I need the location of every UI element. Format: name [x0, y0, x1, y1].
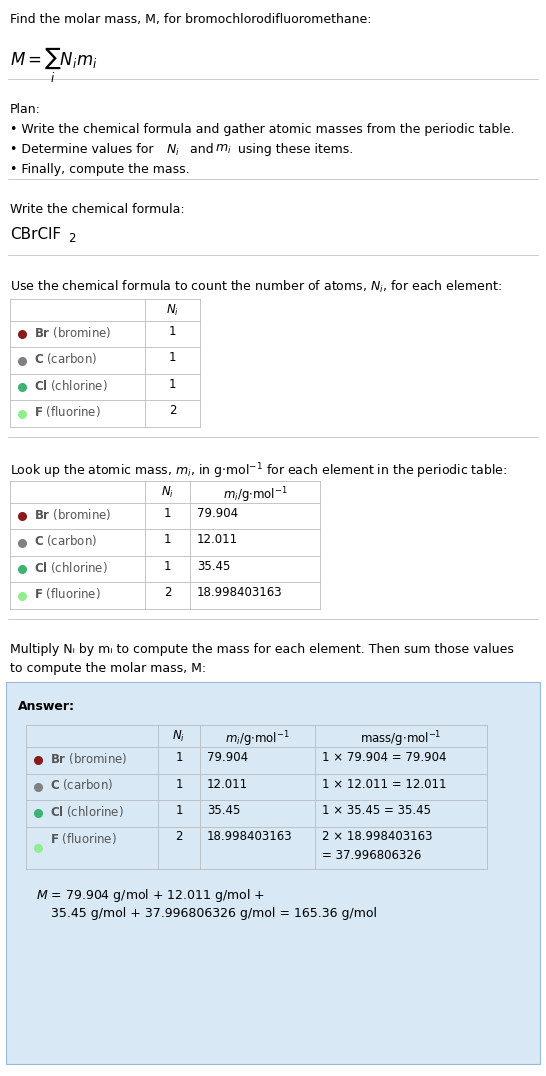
Text: $\bf{Cl}$ (chlorine): $\bf{Cl}$ (chlorine)	[50, 804, 124, 819]
Text: 1 × 12.011 = 12.011: 1 × 12.011 = 12.011	[322, 778, 447, 791]
Text: • Determine values for: • Determine values for	[10, 143, 157, 156]
Text: 1: 1	[175, 778, 183, 791]
Text: $\bf{Br}$ (bromine): $\bf{Br}$ (bromine)	[50, 751, 128, 766]
Text: 1: 1	[164, 534, 171, 547]
Text: 1: 1	[164, 560, 171, 574]
Text: 2: 2	[175, 831, 183, 844]
Text: $N_i$: $N_i$	[165, 143, 179, 158]
Text: Look up the atomic mass, $m_i$, in g$\cdot$mol$^{-1}$ for each element in the pe: Look up the atomic mass, $m_i$, in g$\cd…	[10, 461, 507, 481]
Text: $\bf{Br}$ (bromine): $\bf{Br}$ (bromine)	[34, 507, 112, 522]
Text: $N_i$: $N_i$	[161, 485, 174, 500]
Text: 1: 1	[164, 507, 171, 520]
Text: = 37.996806326: = 37.996806326	[322, 849, 422, 862]
Text: mass/g$\cdot$mol$^{-1}$: mass/g$\cdot$mol$^{-1}$	[360, 730, 442, 749]
Text: Find the molar mass, M, for bromochlorodifluoromethane:: Find the molar mass, M, for bromochlorod…	[10, 13, 371, 26]
Text: Multiply Nᵢ by mᵢ to compute the mass for each element. Then sum those values: Multiply Nᵢ by mᵢ to compute the mass fo…	[10, 643, 514, 656]
Text: and: and	[186, 143, 217, 156]
Text: 35.45: 35.45	[207, 804, 240, 817]
Text: 35.45 g/mol + 37.996806326 g/mol = 165.36 g/mol: 35.45 g/mol + 37.996806326 g/mol = 165.3…	[51, 906, 377, 920]
Text: Use the chemical formula to count the number of atoms, $N_i$, for each element:: Use the chemical formula to count the nu…	[10, 279, 502, 295]
Text: $\bf{C}$ (carbon): $\bf{C}$ (carbon)	[34, 534, 98, 549]
Text: 2: 2	[169, 405, 176, 417]
Text: $N_i$: $N_i$	[173, 730, 186, 745]
Text: Write the chemical formula:: Write the chemical formula:	[10, 203, 185, 216]
Text: 12.011: 12.011	[207, 778, 248, 791]
Text: 79.904: 79.904	[197, 507, 238, 520]
Text: $m_i$: $m_i$	[216, 143, 232, 156]
Text: • Write the chemical formula and gather atomic masses from the periodic table.: • Write the chemical formula and gather …	[10, 123, 514, 136]
Text: • Finally, compute the mass.: • Finally, compute the mass.	[10, 162, 189, 176]
Text: $m_i$/g$\cdot$mol$^{-1}$: $m_i$/g$\cdot$mol$^{-1}$	[225, 730, 290, 749]
Text: Answer:: Answer:	[18, 700, 75, 713]
Text: 79.904: 79.904	[207, 751, 248, 764]
Text: 2: 2	[68, 232, 76, 245]
Text: $m_i$/g$\cdot$mol$^{-1}$: $m_i$/g$\cdot$mol$^{-1}$	[223, 485, 287, 505]
Text: 1: 1	[175, 804, 183, 817]
Text: to compute the molar mass, M:: to compute the molar mass, M:	[10, 662, 206, 675]
Text: using these items.: using these items.	[234, 143, 354, 156]
Text: CBrClF: CBrClF	[10, 227, 61, 242]
Text: $\bf{Br}$ (bromine): $\bf{Br}$ (bromine)	[34, 325, 112, 340]
Text: 12.011: 12.011	[197, 534, 238, 547]
Text: $\bf{Cl}$ (chlorine): $\bf{Cl}$ (chlorine)	[34, 378, 108, 393]
Text: 1: 1	[169, 325, 176, 338]
Text: 2 × 18.998403163: 2 × 18.998403163	[322, 831, 432, 844]
Text: $\bf{F}$ (fluorine): $\bf{F}$ (fluorine)	[34, 586, 101, 601]
Text: $N_i$: $N_i$	[166, 303, 179, 318]
Text: $\bf{C}$ (carbon): $\bf{C}$ (carbon)	[34, 352, 98, 367]
Text: 1: 1	[169, 352, 176, 365]
Text: 1 × 79.904 = 79.904: 1 × 79.904 = 79.904	[322, 751, 447, 764]
Text: 2: 2	[164, 586, 171, 599]
Text: $\bf{C}$ (carbon): $\bf{C}$ (carbon)	[50, 778, 114, 793]
Text: 1: 1	[169, 378, 176, 391]
Text: 18.998403163: 18.998403163	[207, 831, 293, 844]
Text: 1 × 35.45 = 35.45: 1 × 35.45 = 35.45	[322, 804, 431, 817]
Text: $\bf{F}$ (fluorine): $\bf{F}$ (fluorine)	[50, 831, 117, 846]
Text: $\bf{Cl}$ (chlorine): $\bf{Cl}$ (chlorine)	[34, 560, 108, 575]
FancyBboxPatch shape	[6, 682, 540, 1064]
Text: $\bf{F}$ (fluorine): $\bf{F}$ (fluorine)	[34, 405, 101, 420]
Text: Plan:: Plan:	[10, 103, 41, 116]
Text: 35.45: 35.45	[197, 560, 230, 574]
Text: $M$ = 79.904 g/mol + 12.011 g/mol +: $M$ = 79.904 g/mol + 12.011 g/mol +	[36, 887, 265, 904]
Text: $M = \sum_i N_i m_i$: $M = \sum_i N_i m_i$	[10, 45, 97, 85]
Text: 18.998403163: 18.998403163	[197, 586, 283, 599]
Text: 1: 1	[175, 751, 183, 764]
